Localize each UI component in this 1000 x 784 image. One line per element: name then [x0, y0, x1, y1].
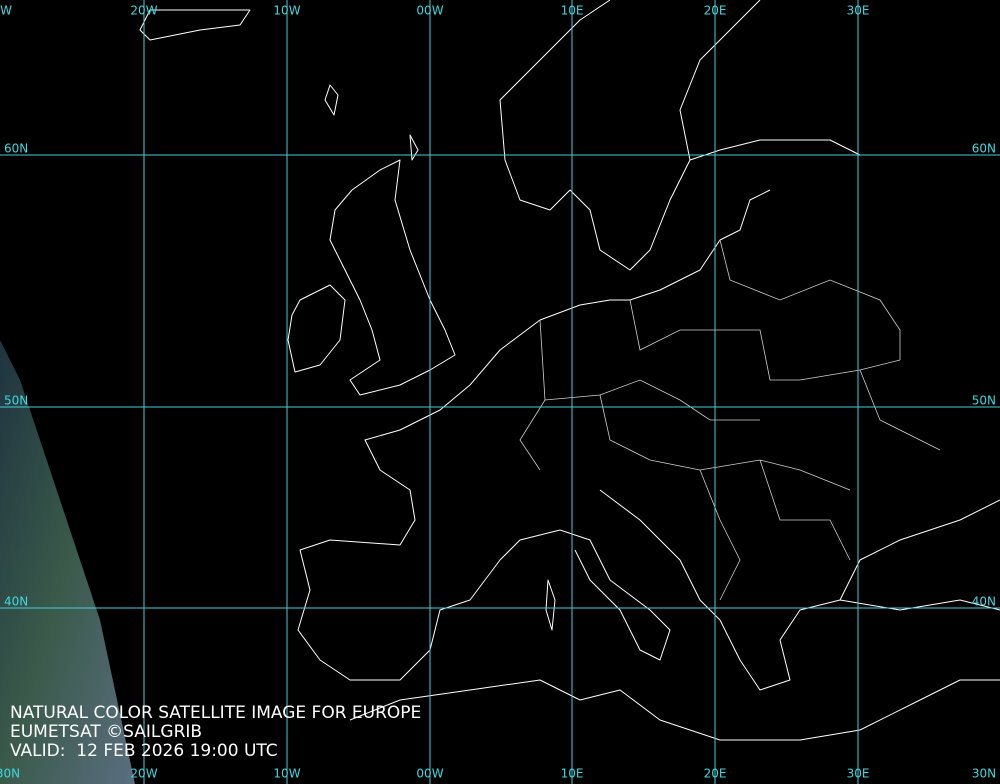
left-label: 40N: [4, 595, 28, 609]
right-label: 60N: [972, 142, 996, 156]
top-label: 10E: [561, 4, 584, 18]
bottom-label: 30E: [847, 767, 870, 781]
top-label: 10W: [273, 4, 300, 18]
bottom-label: 30N: [0, 767, 20, 781]
bottom-label: 20W: [130, 767, 157, 781]
left-label: 60N: [4, 142, 28, 156]
left-label: 50N: [4, 394, 28, 408]
top-label: 20E: [704, 4, 727, 18]
italy: [559, 489, 721, 661]
scandinavia: [499, 0, 861, 271]
bottom-label: 10W: [273, 767, 300, 781]
top-label: 00W: [416, 4, 443, 18]
britain: [329, 159, 456, 396]
caption-title: NATURAL COLOR SATELLITE IMAGE FOR EUROPE: [10, 703, 421, 723]
top-label: W: [0, 4, 12, 18]
bottom-label: 20E: [704, 767, 727, 781]
caption-source: EUMETSAT ©SAILGRIB: [10, 722, 202, 742]
bottom-label: 30N: [972, 767, 996, 781]
iceland: [139, 9, 251, 41]
top-label: 30E: [847, 4, 870, 18]
greece-turkey: [719, 499, 1000, 691]
right-label: 40N: [972, 595, 996, 609]
ireland: [287, 284, 346, 373]
bottom-label: 00W: [416, 767, 443, 781]
bottom-label: 10E: [561, 767, 584, 781]
daylight-area: [0, 340, 135, 784]
caption-valid: VALID: 12 FEB 2026 19:00 UTC: [10, 741, 278, 761]
borders: [519, 239, 941, 601]
coastlines: [139, 0, 1000, 741]
right-label: 50N: [972, 394, 996, 408]
graticule-labels: W 20W 10W 00W 10E 20E 30E 30N 20W 10W 00W 10E 20E 30E…: [0, 4, 996, 781]
top-label: 20W: [130, 4, 157, 18]
country-borders: [519, 239, 941, 601]
north-africa: [349, 679, 1000, 741]
